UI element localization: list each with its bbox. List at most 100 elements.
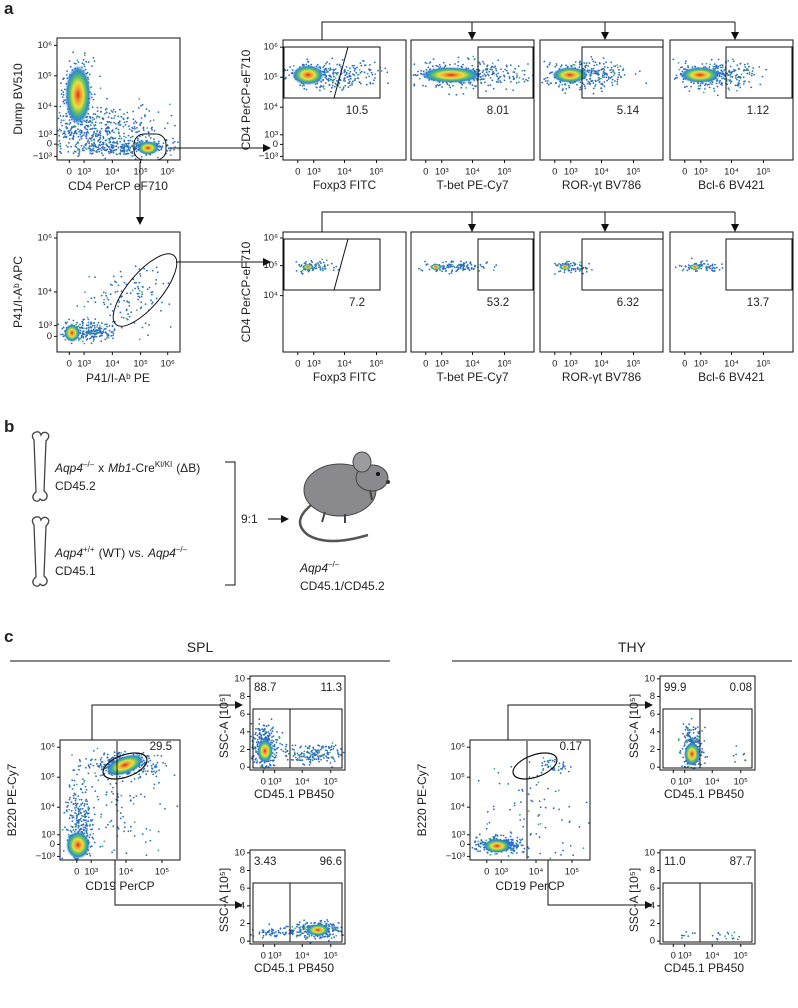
event-dot xyxy=(298,263,301,266)
event-dot xyxy=(103,840,106,843)
event-dot xyxy=(89,825,91,827)
event-dot xyxy=(284,927,286,929)
event-dot xyxy=(89,148,92,151)
event-dot xyxy=(284,77,287,80)
event-dot xyxy=(473,848,476,850)
event-dot xyxy=(94,121,97,124)
event-dot xyxy=(331,929,334,932)
event-dot xyxy=(495,80,498,83)
event-dot xyxy=(327,935,330,937)
event-dot xyxy=(567,770,570,773)
event-dot xyxy=(552,807,555,810)
event-dot xyxy=(337,755,340,758)
event-dot xyxy=(330,937,333,940)
event-dot xyxy=(71,816,74,819)
event-dot xyxy=(107,823,109,826)
gate-value: 7.2 xyxy=(349,297,365,309)
event-dot xyxy=(616,78,619,81)
event-dot xyxy=(420,268,422,271)
event-dot xyxy=(324,749,327,752)
event-dot xyxy=(287,925,289,928)
event-dot xyxy=(344,84,347,87)
event-dot xyxy=(298,265,301,267)
event-dot xyxy=(610,68,613,71)
event-dot xyxy=(342,86,345,89)
event-dot xyxy=(349,67,351,70)
event-dot xyxy=(109,283,112,286)
event-dot xyxy=(716,94,719,97)
x-tick-label: 0 xyxy=(74,867,79,878)
event-dot xyxy=(562,761,565,764)
event-dot xyxy=(347,82,350,84)
event-dot xyxy=(596,64,598,66)
event-dot xyxy=(546,82,549,85)
event-dot xyxy=(277,929,280,932)
event-dot xyxy=(338,753,341,756)
event-dot xyxy=(539,823,542,825)
event-dot xyxy=(515,842,518,845)
event-dot xyxy=(711,264,714,267)
event-dot xyxy=(463,264,466,267)
event-dot xyxy=(145,854,148,857)
event-dot xyxy=(74,823,76,825)
event-dot xyxy=(721,82,724,85)
event-dot xyxy=(89,846,92,848)
genotype: KI/KI xyxy=(155,460,172,469)
event-dot xyxy=(79,327,81,329)
event-dot xyxy=(341,89,343,91)
event-dot xyxy=(570,271,572,274)
event-dot xyxy=(352,66,355,69)
event-dot xyxy=(497,72,499,75)
event-dot xyxy=(313,266,316,269)
event-dot xyxy=(456,268,459,271)
event-dot xyxy=(113,751,116,754)
event-dot xyxy=(74,150,77,153)
event-dot xyxy=(255,757,257,760)
event-dot xyxy=(317,755,319,758)
event-dot xyxy=(610,66,613,69)
event-dot xyxy=(94,772,96,774)
event-dot xyxy=(439,66,442,68)
event-dot xyxy=(59,147,62,150)
event-dot xyxy=(284,748,287,750)
event-dot xyxy=(102,329,105,331)
event-dot xyxy=(102,145,104,148)
event-dot xyxy=(426,263,429,265)
event-dot xyxy=(563,271,566,274)
event-dot xyxy=(292,755,295,757)
event-dot xyxy=(489,84,492,87)
event-dot xyxy=(57,323,60,326)
event-dot xyxy=(87,318,90,321)
event-dot xyxy=(137,287,140,290)
event-dot xyxy=(510,80,512,83)
event-dot xyxy=(82,330,85,332)
event-dot xyxy=(447,265,450,268)
event-dot xyxy=(517,845,519,848)
event-dot xyxy=(713,63,716,65)
event-dot xyxy=(700,267,703,270)
event-dot xyxy=(164,762,167,765)
event-dot xyxy=(111,129,114,132)
event-dot xyxy=(127,313,129,315)
event-dot xyxy=(83,804,86,807)
event-dot xyxy=(298,759,301,762)
event-dot xyxy=(72,794,75,797)
event-dot xyxy=(78,798,81,801)
event-dot xyxy=(156,761,159,764)
event-dot xyxy=(539,852,542,855)
event-dot xyxy=(60,129,62,132)
event-dot xyxy=(327,920,329,923)
event-dot xyxy=(699,83,702,85)
event-dot xyxy=(356,74,359,76)
event-dot xyxy=(66,321,69,323)
event-dot xyxy=(258,737,261,740)
event-dot xyxy=(87,321,90,324)
event-dot xyxy=(86,834,89,837)
event-dot xyxy=(169,326,172,328)
x-tick-label: 10³ xyxy=(307,359,321,370)
event-dot xyxy=(521,838,524,840)
event-dot xyxy=(437,65,439,68)
gate xyxy=(581,46,664,99)
event-dot xyxy=(495,73,498,76)
event-dot xyxy=(503,74,505,77)
